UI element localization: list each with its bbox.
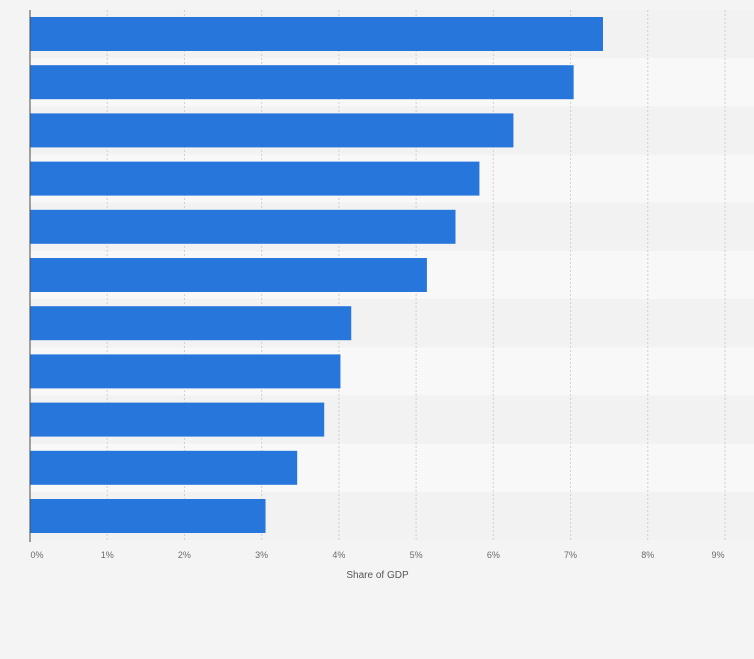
bar[interactable] [30,209,456,244]
x-tick-label: 0% [30,550,43,560]
x-tick-label: 7% [564,550,577,560]
bar[interactable] [30,306,352,341]
bars [30,17,603,533]
bar[interactable] [30,258,427,292]
bar[interactable] [30,17,603,51]
bar[interactable] [30,161,480,196]
x-tick-label: 8% [641,550,654,560]
x-tick-labels: 0% 1% 2% 3% 4% 5% 6% 7% 8% 9% [30,550,724,560]
x-axis-label: Share of GDP [346,570,409,581]
bar[interactable] [30,354,341,389]
bar[interactable] [30,65,574,100]
x-tick-label: 9% [711,550,724,560]
x-tick-label: 1% [101,550,114,560]
x-tick-label: 5% [410,550,423,560]
bar[interactable] [30,450,298,485]
x-tick-label: 3% [255,550,268,560]
x-tick-label: 2% [178,550,191,560]
x-tick-label: 4% [332,550,345,560]
bar[interactable] [30,499,266,533]
x-tick-label: 6% [487,550,500,560]
bar[interactable] [30,402,325,437]
bar[interactable] [30,113,514,148]
